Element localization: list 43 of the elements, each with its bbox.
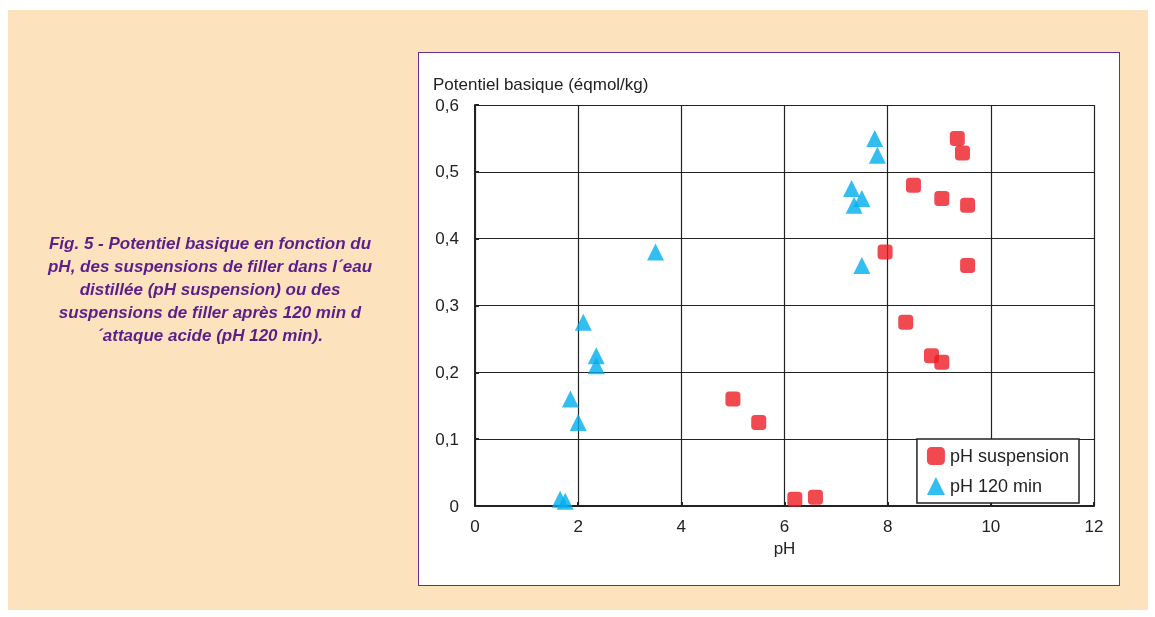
point [868, 146, 886, 164]
point [949, 130, 965, 146]
point [574, 313, 592, 331]
x-tick-label: 6 [779, 517, 790, 536]
point [934, 191, 950, 207]
point [556, 492, 574, 510]
point [866, 129, 884, 147]
x-axis-title: pH [773, 538, 796, 558]
caption: Fig. 5 - Potentiel basique en fonction du pH, des suspensions de filler dans l´eau distillée (pH suspension) ou des suspensions de filler après 120 min d´attaque acide (pH 120 min). [46, 233, 373, 347]
y-tick-label: 0,4 [435, 229, 459, 249]
point [898, 314, 914, 330]
legend-label: pH 120 min [949, 476, 1042, 496]
point [561, 390, 579, 408]
point [954, 145, 970, 161]
point [751, 414, 767, 430]
x-tick-label: 10 [981, 517, 1001, 536]
point [647, 243, 665, 261]
point [853, 190, 871, 208]
x-tick-label: 8 [882, 517, 893, 536]
point [934, 354, 950, 370]
point [960, 257, 976, 273]
y-tick-label: 0,3 [435, 296, 459, 315]
point [787, 491, 803, 507]
point [877, 244, 893, 260]
x-tick-label: 12 [1084, 517, 1104, 536]
point [853, 256, 871, 274]
y-tick-label: 0,2 [435, 362, 459, 382]
point [569, 413, 587, 431]
y-tick-label: 0,1 [435, 429, 459, 449]
x-tick-label: 2 [573, 517, 583, 536]
y-tick-label: 0,5 [435, 162, 459, 182]
y-tick-label: 0,6 [435, 95, 459, 115]
x-tick-label: 4 [676, 517, 687, 536]
point [725, 391, 741, 407]
point [843, 180, 861, 198]
x-tick-label: 0 [470, 517, 480, 536]
y-tick-label: 0 [449, 496, 459, 516]
legend-label: pH suspension [949, 446, 1069, 466]
point [587, 357, 605, 375]
point [960, 197, 976, 213]
point [807, 489, 823, 505]
point [905, 177, 921, 193]
y-axis-title: Potentiel basique (éqmol/kg) [433, 75, 649, 94]
